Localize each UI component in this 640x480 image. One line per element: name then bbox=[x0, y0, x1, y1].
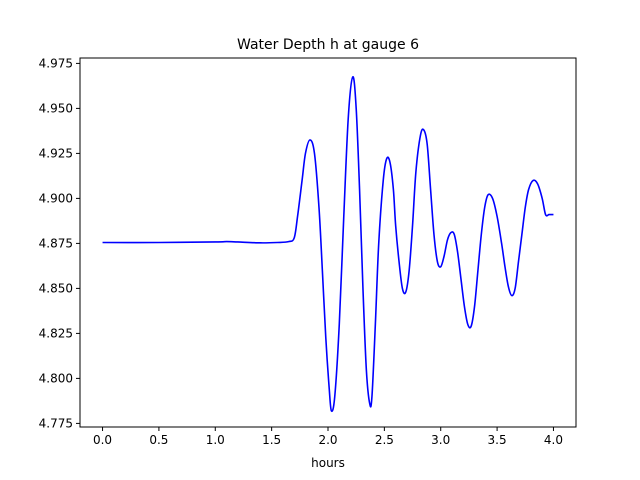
y-tick-label: 4.825 bbox=[39, 326, 73, 340]
x-tick-label: 2.0 bbox=[318, 433, 337, 447]
y-tick-label: 4.975 bbox=[39, 56, 73, 70]
y-tick-label: 4.800 bbox=[39, 371, 73, 385]
ticks: 0.0 0.5 1.0 1.5 2.0 2.5 3.0 3.5 4.0 4.775 4.800 4.8… bbox=[39, 56, 563, 447]
y-tick-label: 4.850 bbox=[39, 281, 73, 295]
x-tick-label: 3.0 bbox=[431, 433, 450, 447]
chart-title: Water Depth h at gauge 6 bbox=[237, 37, 419, 53]
plot-area bbox=[102, 76, 554, 413]
series-line bbox=[102, 76, 554, 413]
y-tick-label: 4.925 bbox=[39, 146, 73, 160]
x-tick-label: 4.0 bbox=[544, 433, 563, 447]
plot-frame bbox=[79, 57, 577, 428]
y-tick-label: 4.875 bbox=[39, 236, 73, 250]
x-tick-label: 2.5 bbox=[375, 433, 394, 447]
x-tick-label: 0.5 bbox=[149, 433, 168, 447]
y-tick-label: 4.950 bbox=[39, 101, 73, 115]
x-tick-label: 1.0 bbox=[206, 433, 225, 447]
x-axis-label: hours bbox=[311, 456, 345, 470]
x-tick-label: 3.5 bbox=[488, 433, 507, 447]
x-tick-label: 0.0 bbox=[93, 433, 112, 447]
y-tick-label: 4.775 bbox=[39, 416, 73, 430]
x-tick-label: 1.5 bbox=[262, 433, 281, 447]
y-tick-label: 4.900 bbox=[39, 191, 73, 205]
